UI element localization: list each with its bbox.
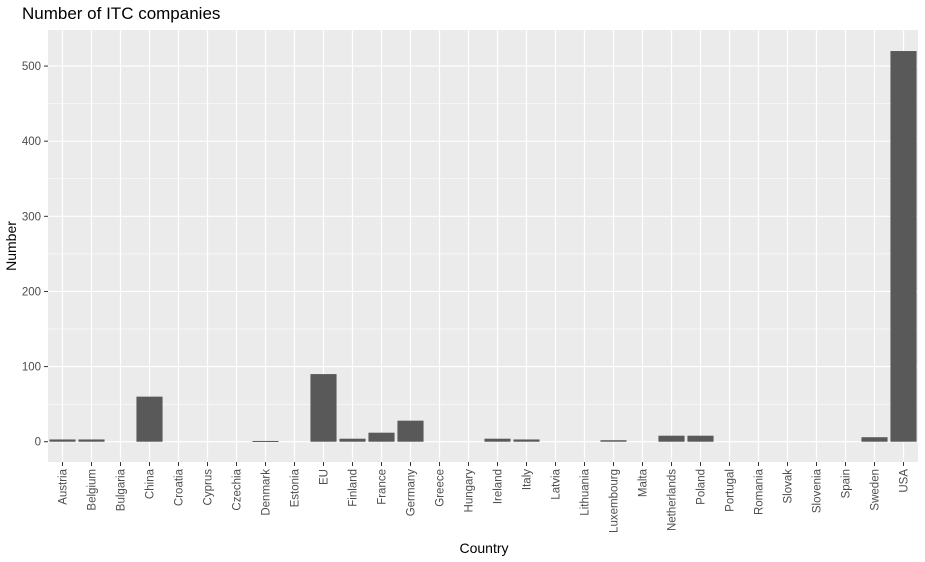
x-tick-label: Netherlands	[667, 469, 679, 531]
x-tick-label: China	[145, 468, 157, 499]
x-tick-label: Austria	[58, 468, 70, 504]
bar-finland	[339, 438, 366, 442]
x-tick-label: Slovak	[783, 469, 795, 504]
bar-netherlands	[658, 435, 685, 442]
x-tick-label: Sweden	[870, 469, 882, 511]
x-tick-label: Bulgaria	[116, 468, 128, 511]
x-tick-label: Malta	[638, 468, 650, 497]
y-axis-title: Number	[3, 221, 19, 271]
bar-ireland	[484, 438, 511, 442]
grid-minor	[48, 103, 918, 405]
x-tick-label: France	[377, 469, 389, 505]
grid-major	[48, 30, 918, 462]
x-tick-label: Latvia	[551, 468, 563, 499]
bar-germany	[397, 420, 424, 442]
bar-china	[136, 396, 163, 442]
x-axis-title: Country	[459, 540, 508, 556]
bar-luxembourg	[600, 440, 627, 442]
bar-poland	[687, 435, 714, 442]
y-tick-label: 0	[35, 437, 41, 449]
x-tick-label: Ireland	[493, 469, 505, 504]
x-tick-label: Denmark	[261, 469, 273, 516]
chart-title: Number of ITC companies	[22, 4, 221, 23]
y-tick-label: 100	[22, 362, 41, 374]
plot-panel	[48, 30, 918, 462]
x-tick-label: Finland	[348, 469, 360, 507]
x-axis: Austria Belgium Bulgaria China Croatia Cyprus…	[58, 462, 911, 533]
bar-italy	[513, 439, 540, 442]
x-tick-label: Poland	[696, 469, 708, 505]
x-tick-label: Luxembourg	[609, 469, 621, 533]
x-tick-label: Estonia	[290, 468, 302, 507]
bar-usa	[890, 51, 917, 442]
x-tick-label: USA	[899, 469, 911, 493]
bar-denmark	[252, 440, 279, 442]
bar-austria	[49, 439, 76, 442]
x-tick-label: Germany	[406, 469, 418, 517]
x-tick-label: Cyprus	[203, 469, 215, 506]
bar-eu	[310, 374, 337, 442]
x-tick-label: Slovenia	[812, 468, 824, 513]
bar-belgium	[78, 439, 105, 442]
bars	[49, 51, 917, 442]
bar-sweden	[861, 437, 888, 442]
bar-france	[368, 432, 395, 442]
y-axis: 0 100 200 300 400 500	[22, 61, 48, 449]
x-tick-label: Belgium	[87, 469, 99, 511]
x-tick-label: Czechia	[232, 468, 244, 510]
y-tick-label: 400	[22, 136, 41, 148]
y-tick-label: 200	[22, 286, 41, 298]
x-tick-label: Hungary	[464, 469, 476, 513]
y-tick-label: 500	[22, 61, 41, 73]
x-tick-label: EU	[319, 469, 331, 485]
x-tick-label: Croatia	[174, 468, 186, 506]
x-tick-label: Lithuania	[580, 468, 592, 515]
x-tick-label: Portugal	[725, 469, 737, 512]
x-tick-label: Spain	[841, 469, 853, 498]
x-tick-label: Greece	[435, 469, 447, 507]
x-tick-label: Italy	[522, 469, 534, 490]
y-tick-label: 300	[22, 211, 41, 223]
x-tick-label: Romania	[754, 468, 766, 515]
